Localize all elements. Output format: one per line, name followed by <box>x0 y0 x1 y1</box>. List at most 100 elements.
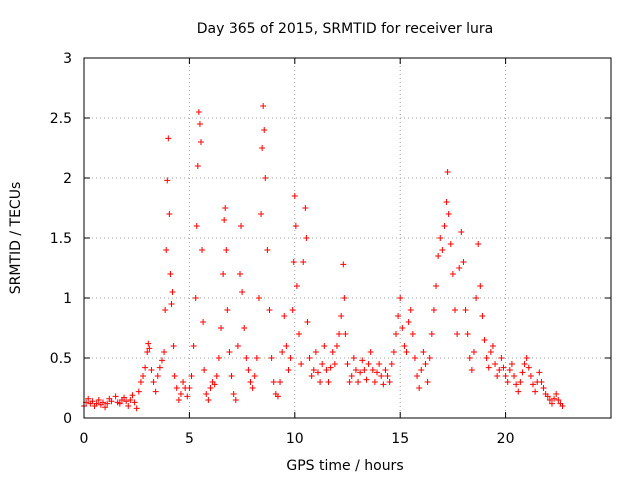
data-point <box>251 373 258 379</box>
data-point <box>454 331 461 337</box>
data-point <box>146 345 153 352</box>
data-point <box>287 355 294 361</box>
data-point <box>121 394 128 401</box>
data-point <box>479 313 486 319</box>
data-point <box>166 211 173 217</box>
data-point <box>470 349 477 355</box>
y-tick-label: 0.5 <box>50 351 72 367</box>
data-point <box>289 307 296 313</box>
data-point <box>378 373 385 379</box>
data-point <box>532 388 539 395</box>
data-point <box>530 381 537 388</box>
data-point <box>346 379 353 385</box>
data-point <box>444 169 451 175</box>
y-tick-label: 2.5 <box>50 111 72 127</box>
data-point <box>234 343 241 349</box>
data-point <box>95 397 102 403</box>
data-point <box>281 313 288 319</box>
data-point <box>308 373 315 379</box>
data-point <box>264 247 271 253</box>
data-point <box>232 397 239 403</box>
x-tick-label: 10 <box>286 431 304 447</box>
data-point <box>266 307 273 313</box>
data-point <box>365 361 372 367</box>
data-point <box>255 295 262 301</box>
data-point <box>342 331 349 337</box>
data-point <box>116 400 123 407</box>
data-point <box>165 135 172 142</box>
data-point <box>548 400 555 407</box>
data-point <box>462 307 469 313</box>
data-point <box>195 109 202 115</box>
data-point <box>325 379 332 385</box>
data-point <box>511 373 518 379</box>
data-point <box>363 376 370 383</box>
data-point <box>177 391 184 397</box>
data-point <box>515 388 522 395</box>
data-point <box>418 367 425 373</box>
data-point <box>259 145 266 151</box>
data-point <box>384 373 391 379</box>
data-point <box>215 355 222 361</box>
data-point <box>376 361 383 367</box>
data-point <box>144 349 151 355</box>
data-point <box>430 307 437 313</box>
data-point <box>170 343 177 349</box>
data-point <box>435 253 442 259</box>
data-point <box>327 364 334 371</box>
data-point <box>504 379 511 385</box>
data-point <box>492 361 499 367</box>
data-point <box>190 343 197 349</box>
data-point <box>409 331 416 337</box>
data-point <box>154 373 161 379</box>
data-point <box>422 361 429 367</box>
data-point <box>197 139 204 145</box>
data-point <box>226 349 233 355</box>
data-point <box>291 193 298 199</box>
data-point <box>140 373 147 379</box>
data-point <box>426 355 433 361</box>
data-point <box>333 343 340 349</box>
data-point <box>306 355 313 361</box>
data-point <box>207 385 214 391</box>
tick-labels: 0 5 10 15 20 0 0.5 1 1.5 2 2.5 3 <box>50 51 515 447</box>
data-point <box>131 399 138 406</box>
data-point <box>104 400 111 407</box>
x-tick-label: 15 <box>391 431 409 447</box>
data-point <box>357 369 364 376</box>
data-point <box>369 367 376 373</box>
data-point <box>314 369 321 376</box>
data-point <box>496 367 503 373</box>
data-point <box>163 247 170 253</box>
data-point <box>196 121 203 127</box>
data-point <box>193 223 200 229</box>
data-point <box>184 393 191 400</box>
data-point <box>123 398 130 405</box>
data-point <box>112 393 119 400</box>
data-point <box>502 373 509 379</box>
data-point <box>544 393 551 400</box>
data-point <box>407 307 414 313</box>
data-point <box>361 367 368 373</box>
data-point <box>161 349 168 355</box>
data-point <box>414 373 421 379</box>
data-point <box>536 369 543 376</box>
data-point <box>304 319 311 325</box>
x-tick-label: 0 <box>80 431 89 447</box>
y-tick-label: 2 <box>63 171 72 187</box>
data-point <box>390 349 397 355</box>
data-point <box>551 395 558 402</box>
data-point <box>447 241 454 247</box>
data-point <box>336 331 343 337</box>
data-point <box>352 367 359 373</box>
data-point <box>186 385 193 391</box>
data-point <box>508 361 515 367</box>
data-point <box>230 391 237 397</box>
data-point <box>540 385 547 391</box>
data-point <box>411 355 418 361</box>
chart-title: Day 365 of 2015, SRMTID for receiver lur… <box>197 21 494 37</box>
x-tick-label: 20 <box>497 431 515 447</box>
data-point <box>458 229 465 235</box>
data-point <box>350 355 357 361</box>
